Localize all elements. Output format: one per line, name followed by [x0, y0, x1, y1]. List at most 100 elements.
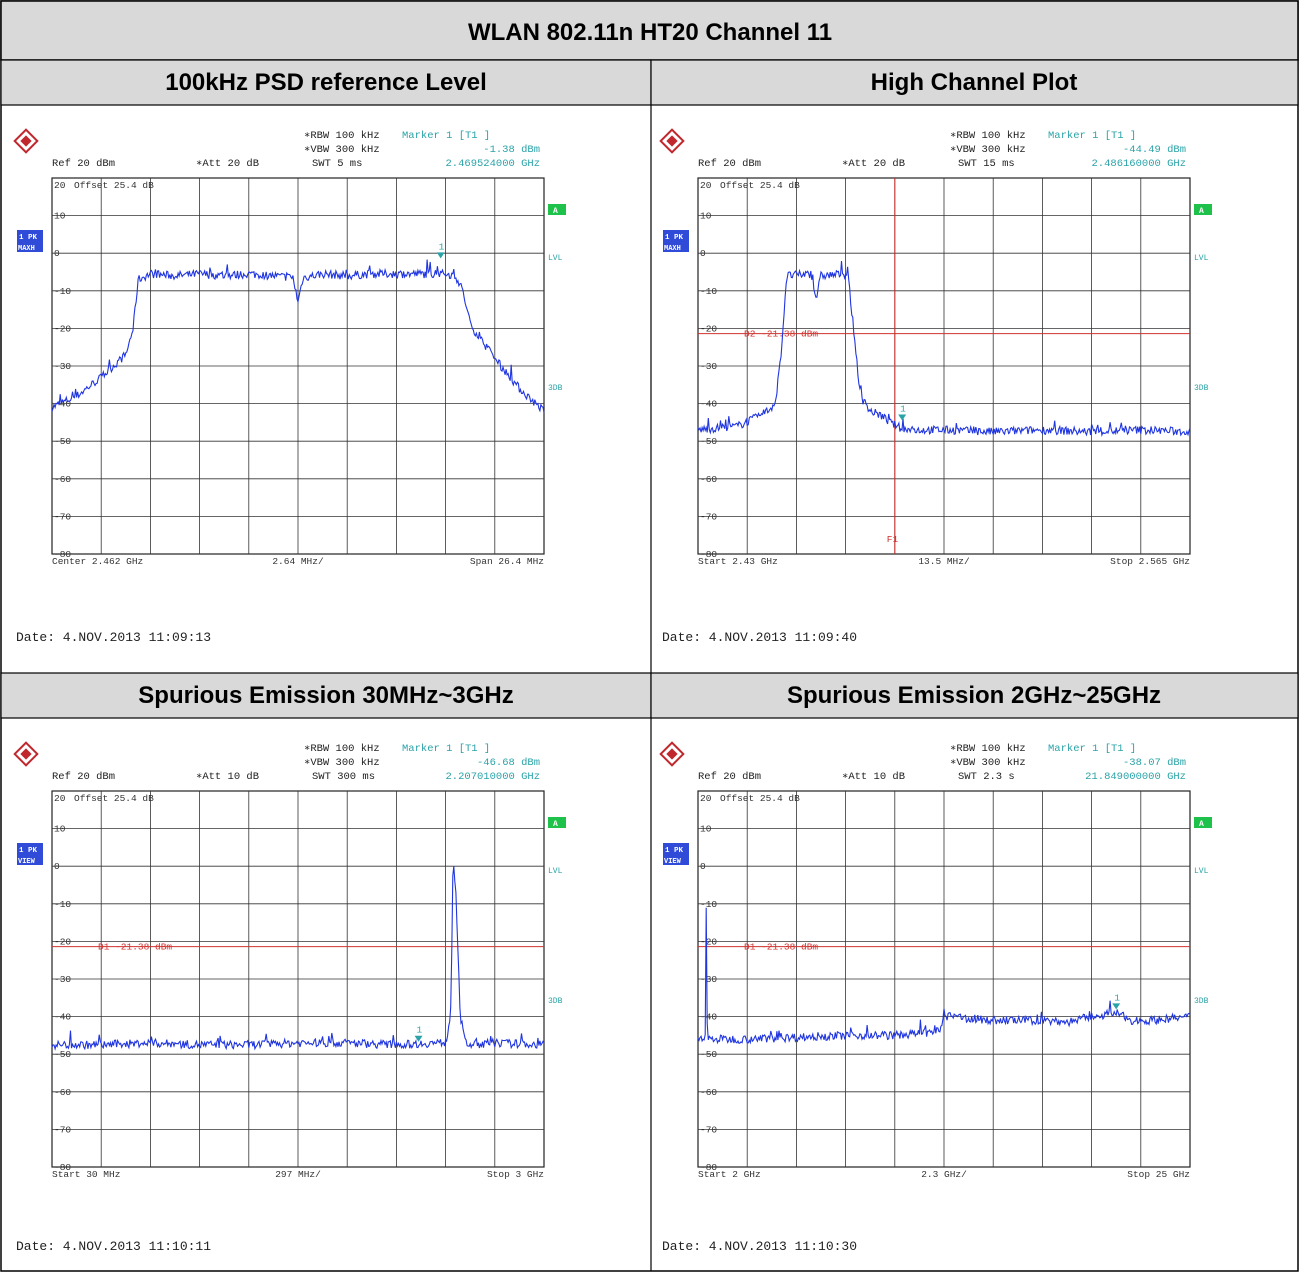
vbw-label: ∗VBW 300 kHz	[950, 757, 1026, 769]
spectrum-panel: ∗RBW 100 kHz ∗VBW 300 kHz SWT 5 ms Marker 1…	[13, 128, 566, 645]
y-tick-label: 10	[700, 211, 712, 222]
x-axis-start-label: Start 30 MHz	[52, 1169, 120, 1180]
vbw-label: ∗VBW 300 kHz	[304, 757, 380, 769]
y-tick-label: -50	[54, 1049, 71, 1060]
trace-mode-label: VIEW	[18, 858, 36, 866]
marker-frequency: 2.207010000 GHz	[445, 771, 540, 783]
marker-frequency: 21.849000000 GHz	[1085, 771, 1186, 783]
y-tick-label: -40	[54, 1012, 71, 1023]
y-tick-label: -80	[700, 549, 717, 560]
trace-badge-bottom	[17, 854, 43, 865]
side-label-lvl: LVL	[1194, 867, 1209, 876]
x-axis-division-label: 13.5 MHz/	[918, 556, 970, 567]
marker-frequency: 2.469524000 GHz	[445, 158, 540, 170]
timestamp: Date: 4.NOV.2013 11:10:30	[662, 1239, 857, 1254]
y-tick-label: -80	[54, 1162, 71, 1173]
report-title: WLAN 802.11n HT20 Channel 11	[468, 19, 832, 46]
y-tick-label: -20	[54, 936, 71, 947]
panel-caption: Spurious Emission 2GHz~25GHz	[787, 682, 1161, 709]
y-tick-label: -60	[700, 1087, 717, 1098]
y-tick-label: -30	[54, 361, 71, 372]
y-tick-label: 0	[700, 861, 706, 872]
side-badge-a	[548, 204, 566, 215]
trace-line	[51, 866, 545, 1051]
y-tick-label: -70	[54, 1124, 71, 1135]
side-badge-a	[1194, 817, 1212, 828]
side-label-lvl: LVL	[548, 867, 563, 876]
side-label-a: A	[1199, 820, 1204, 829]
marker-1	[436, 252, 445, 259]
swt-label: SWT 300 ms	[312, 771, 375, 783]
side-label-lvl: LVL	[548, 254, 563, 263]
y-tick-label: -40	[700, 399, 717, 410]
y-tick-label: -10	[54, 286, 71, 297]
marker-label: Marker 1 [T1 ]	[402, 130, 490, 142]
y-tick-label: 20	[54, 180, 66, 191]
y-tick-label: 20	[700, 180, 712, 191]
side-label-a: A	[1199, 207, 1204, 216]
panel-caption: 100kHz PSD reference Level	[165, 69, 487, 96]
trace-mode-label: VIEW	[664, 858, 682, 866]
y-tick-label: -60	[700, 474, 717, 485]
offset-label: Offset 25.4 dB	[720, 793, 800, 804]
panel-caption: High Channel Plot	[871, 69, 1078, 96]
x-axis-stop-label: Stop 2.565 GHz	[1110, 556, 1190, 567]
offset-label: Offset 25.4 dB	[720, 180, 800, 191]
y-tick-label: -70	[700, 1124, 717, 1135]
trace-badge-label: 1 PK	[665, 234, 684, 242]
rbw-label: ∗RBW 100 kHz	[950, 130, 1026, 142]
side-label-3db: 3DB	[548, 997, 563, 1006]
rbw-label: ∗RBW 100 kHz	[304, 130, 380, 142]
trace-line	[697, 260, 1191, 438]
trace-badge-label: 1 PK	[19, 847, 38, 855]
y-tick-label: -60	[54, 1087, 71, 1098]
y-tick-label: -20	[700, 323, 717, 334]
spectrum-panel: ∗RBW 100 kHz ∗VBW 300 kHz SWT 300 ms Marker…	[13, 741, 566, 1254]
y-tick-label: -10	[700, 286, 717, 297]
rbw-label: ∗RBW 100 kHz	[304, 743, 380, 755]
x-axis-stop-label: Stop 3 GHz	[487, 1169, 544, 1180]
y-tick-label: 20	[54, 793, 66, 804]
spectrum-panel: ∗RBW 100 kHz ∗VBW 300 kHz SWT 15 ms Marker …	[659, 128, 1212, 645]
x-axis-stop-label: Span 26.4 MHz	[470, 556, 544, 567]
trace-badge-label: 1 PK	[665, 847, 684, 855]
y-tick-label: -80	[700, 1162, 717, 1173]
side-label-a: A	[553, 820, 558, 829]
display-line-label: D1 -21.38 dBm	[744, 942, 818, 953]
x-axis-start-label: Start 2.43 GHz	[698, 556, 778, 567]
marker-value: -44.49 dBm	[1123, 144, 1186, 156]
y-tick-label: 0	[700, 248, 706, 259]
display-line-label: D2 -21.38 dBm	[744, 329, 818, 340]
timestamp: Date: 4.NOV.2013 11:09:40	[662, 630, 857, 645]
offset-label: Offset 25.4 dB	[74, 793, 154, 804]
side-label-3db: 3DB	[1194, 384, 1209, 393]
trace-line	[51, 259, 545, 413]
y-tick-label: -70	[54, 511, 71, 522]
y-tick-label: -50	[700, 436, 717, 447]
rohde-schwarz-logo	[13, 128, 39, 154]
offset-label: Offset 25.4 dB	[74, 180, 154, 191]
marker-label: Marker 1 [T1 ]	[1048, 130, 1136, 142]
attenuation: ∗Att 20 dB	[842, 158, 905, 170]
x-axis-division-label: 2.64 MHz/	[272, 556, 324, 567]
marker-value: -46.68 dBm	[477, 757, 540, 769]
x-axis-division-label: 2.3 GHz/	[921, 1169, 967, 1180]
marker-value: -38.07 dBm	[1123, 757, 1186, 769]
spectrum-panel: ∗RBW 100 kHz ∗VBW 300 kHz SWT 2.3 s Marker …	[659, 741, 1212, 1254]
attenuation: ∗Att 20 dB	[196, 158, 259, 170]
y-tick-label: -10	[700, 899, 717, 910]
rohde-schwarz-logo	[659, 741, 685, 767]
trace-badge-bottom	[663, 241, 689, 252]
x-axis-stop-label: Stop 25 GHz	[1127, 1169, 1190, 1180]
marker-label: Marker 1 [T1 ]	[402, 743, 490, 755]
trace-line	[697, 907, 1191, 1045]
y-tick-label: -60	[54, 474, 71, 485]
side-badge-a	[1194, 204, 1212, 215]
swt-label: SWT 15 ms	[958, 158, 1015, 170]
trace-badge-bottom	[663, 854, 689, 865]
y-tick-label: 0	[54, 861, 60, 872]
trace-mode-label: MAXH	[18, 245, 35, 253]
y-tick-label: -50	[700, 1049, 717, 1060]
vbw-label: ∗VBW 300 kHz	[950, 144, 1026, 156]
